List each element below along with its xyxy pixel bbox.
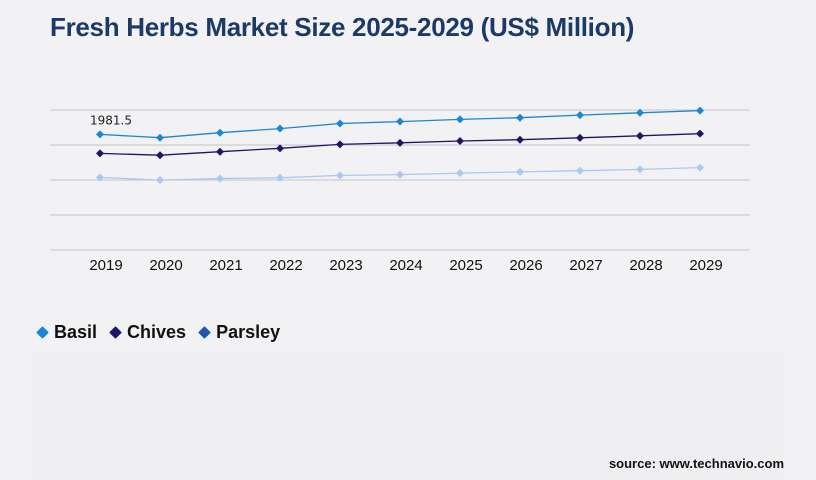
legend-label: Basil	[54, 322, 98, 342]
x-tick-label: 2022	[269, 257, 302, 274]
data-point-parsley	[396, 170, 404, 179]
x-tick-label: 2021	[209, 257, 242, 274]
data-point-basil	[636, 108, 644, 117]
data-label: 1981.5	[90, 113, 132, 127]
data-point-parsley	[456, 169, 464, 178]
data-point-parsley	[336, 171, 344, 180]
legend-label: Parsley	[216, 322, 281, 342]
data-point-basil	[576, 111, 584, 120]
data-point-parsley	[516, 167, 524, 176]
x-tick-label: 2029	[689, 257, 722, 274]
data-point-chives	[216, 147, 224, 156]
data-point-chives	[516, 135, 524, 144]
data-point-chives	[336, 140, 344, 149]
data-point-parsley	[276, 173, 284, 182]
x-tick-label: 2027	[569, 257, 602, 274]
data-point-basil	[516, 113, 524, 122]
legend-item-chives[interactable]: Chives	[109, 322, 187, 343]
data-point-parsley	[156, 176, 164, 185]
data-point-chives	[156, 151, 164, 160]
x-tick-label: 2026	[509, 257, 542, 274]
data-point-parsley	[96, 173, 104, 182]
data-point-basil	[696, 106, 704, 115]
data-point-chives	[96, 149, 104, 158]
x-tick-label: 2024	[389, 257, 422, 274]
x-tick-label: 2028	[629, 257, 662, 274]
data-point-chives	[636, 131, 644, 140]
diamond-icon	[198, 326, 211, 339]
chart-title: Fresh Herbs Market Size 2025-2029 (US$ M…	[50, 12, 635, 42]
data-point-parsley	[576, 166, 584, 175]
data-point-chives	[696, 129, 704, 138]
data-point-chives	[576, 133, 584, 142]
data-point-basil	[276, 124, 284, 133]
diamond-icon	[109, 326, 122, 339]
data-point-basil	[156, 133, 164, 142]
data-point-basil	[216, 128, 224, 137]
data-point-basil	[336, 119, 344, 128]
legend-item-basil[interactable]: Basil	[36, 322, 98, 343]
series-points	[96, 106, 704, 185]
data-point-chives	[456, 137, 464, 146]
x-tick-label: 2020	[149, 257, 182, 274]
legend: Basil Chives Parsley	[36, 322, 281, 343]
data-point-chives	[396, 138, 404, 147]
data-point-parsley	[696, 163, 704, 172]
footer-panel	[32, 352, 784, 480]
data-point-parsley	[216, 174, 224, 183]
line-chart: 2019 2020 2021 2022 2023 2024 2025 2026 2027 2028…	[50, 106, 750, 274]
source-credit: source: www.technavio.com	[608, 456, 784, 471]
x-tick-label: 2023	[329, 257, 362, 274]
data-point-parsley	[636, 165, 644, 174]
x-tick-label: 2019	[89, 257, 122, 274]
data-point-basil	[96, 130, 104, 139]
diamond-icon	[36, 326, 49, 339]
x-tick-label: 2025	[449, 257, 482, 274]
x-axis-ticks: 2019 2020 2021 2022 2023 2024 2025 2026 2027 2028…	[89, 257, 722, 274]
data-point-basil	[396, 117, 404, 126]
data-point-chives	[276, 144, 284, 153]
legend-label: Chives	[127, 322, 187, 342]
data-labels: 1981.5	[90, 113, 132, 127]
data-point-basil	[456, 115, 464, 124]
legend-item-parsley[interactable]: Parsley	[198, 322, 281, 343]
